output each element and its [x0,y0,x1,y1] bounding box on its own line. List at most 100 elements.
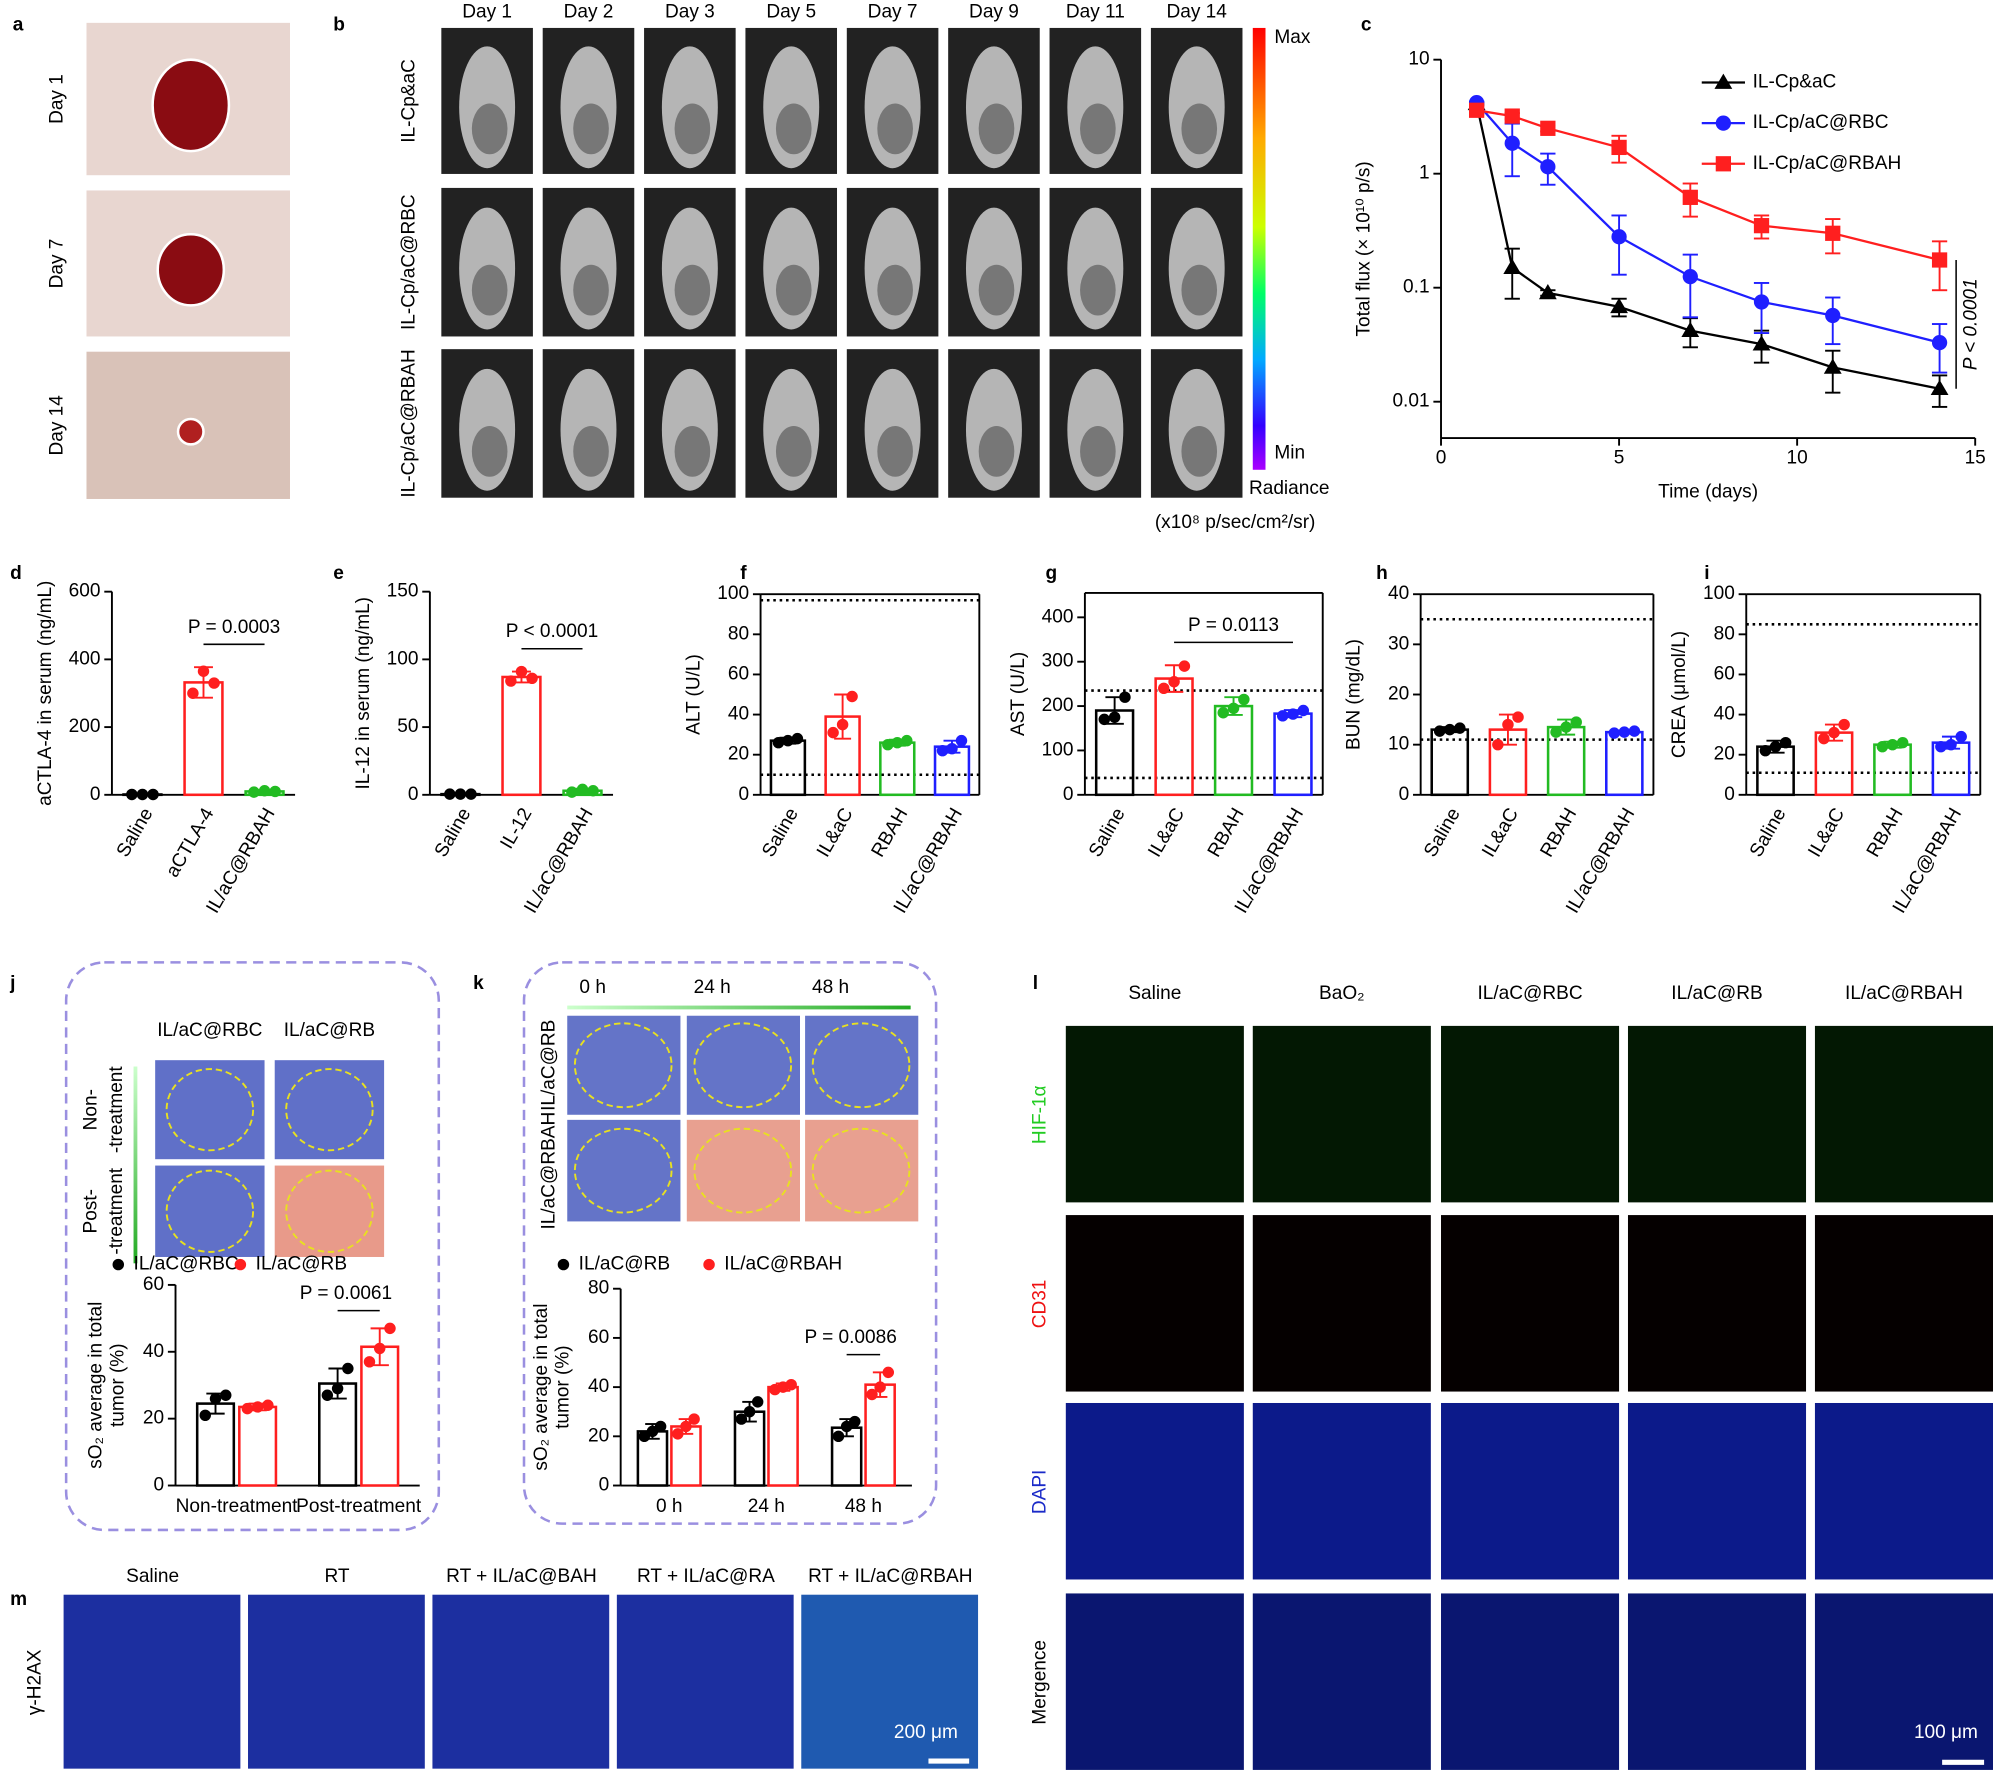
legend-label: IL/aC@RB [256,1254,347,1275]
marker [1752,335,1771,351]
annotation: P = 0.0061 [300,1283,392,1304]
data-point [1444,723,1456,736]
fluorescence-image [1252,1593,1431,1770]
column-label: RT + IL/aC@BAH [446,1566,597,1587]
y-tick-label: 0 [1724,784,1735,805]
data-point [566,786,578,798]
fluorescence-image [1065,1402,1244,1580]
column-label: Day 3 [665,2,715,23]
y-tick-label: 300 [1042,651,1074,672]
y-tick-label: 40 [1388,583,1409,604]
y-tick-label: 40 [728,704,749,725]
column-label: Day 11 [1066,2,1125,23]
data-point [126,788,138,801]
legend-marker [1715,156,1731,172]
column-label: Saline [126,1566,179,1587]
marker [1931,252,1948,268]
y-tick-label: 40 [1714,704,1735,725]
mouse-body [775,264,812,316]
bar [767,1385,799,1487]
y-tick-label: 0 [153,1475,164,1496]
fluorescence-image [1627,1025,1807,1203]
pa-image [155,1165,265,1257]
data-point [1297,704,1310,717]
x-tick-label: Post-treatment [296,1496,422,1517]
data-point [849,1415,861,1428]
mouse-body [573,264,609,316]
x-tick-label: RBAH [868,805,913,861]
y-tick-label: 0.01 [1392,391,1429,412]
data-point [526,672,538,685]
fluorescence-image [1627,1215,1807,1392]
column-label: Day 7 [868,2,918,23]
tumor-outline [573,1022,673,1109]
y-tick-label: 100 [387,648,419,669]
fluorescence-image [63,1594,241,1769]
mouse-body [1080,103,1116,155]
pa-image [567,1119,681,1222]
data-point [1492,738,1504,751]
data-point [220,1389,232,1401]
bar [183,681,224,797]
bar [360,1345,400,1487]
wound [156,232,226,307]
data-point [1759,744,1772,757]
column-label: BaO₂ [1319,983,1365,1004]
data-point [1158,682,1170,695]
series-line [1475,103,1940,390]
data-point [1108,711,1121,723]
data-point [258,785,271,797]
data-point [1168,675,1180,688]
column-label: Day 14 [1166,2,1227,23]
data-point [1838,718,1850,731]
panel-j-frame [64,961,441,1532]
y-tick-label: 100 [1703,583,1735,604]
mouse-body [1181,425,1218,477]
column-label: RT + IL/aC@RBAH [808,1566,972,1587]
row-label: Mergence [1029,1640,1050,1725]
mouse-body [978,103,1015,155]
data-point [1178,660,1191,672]
pa-image [805,1015,919,1115]
data-point [209,1392,222,1405]
x-tick-label: Saline [113,805,158,861]
marker [1540,159,1556,175]
column-label: IL/aC@RB [1671,983,1762,1004]
x-tick-label: Non-treatment [176,1496,299,1517]
row-label: IL-Cp/aC@RBC [399,194,420,330]
data-point [1454,722,1466,734]
x-tick-label: RBAH [1537,805,1582,861]
data-point [782,734,794,747]
panel-letter: a [13,14,24,35]
data-point [1828,726,1840,739]
annotation: P = 0.0113 [1188,615,1279,636]
column-label: Day 2 [564,2,614,23]
row-label: Post- [81,1189,102,1233]
mouse-body [573,103,609,155]
fluorescence-image [1252,1215,1431,1392]
data-point [374,1342,386,1355]
data-point [1618,726,1631,738]
column-label: IL/aC@RBAH [1845,983,1963,1004]
panel-letter: g [1045,563,1057,584]
data-point [444,788,456,800]
x-tick-label: 0 [1436,447,1447,468]
legend-label: IL-Cp/aC@RBC [1753,112,1889,133]
mouse-body [674,264,711,316]
tumor-outline [285,1068,374,1152]
row-label: HIF-1α [1029,1085,1050,1144]
data-point [576,783,589,796]
marker [1753,218,1770,234]
tumor-outline [165,1068,255,1152]
fluorescence-image [1441,1025,1620,1203]
legend-label: IL/aC@RBC [134,1254,239,1275]
data-point [1098,713,1111,726]
data-point [891,736,904,749]
bar [238,1405,278,1487]
fluorescence-image [1252,1025,1431,1203]
y-tick-label: 0 [599,1475,610,1496]
x-tick-label: IL&aC [1478,804,1523,861]
column-label: 24 h [694,977,731,998]
fluorescence-image [1065,1593,1244,1770]
